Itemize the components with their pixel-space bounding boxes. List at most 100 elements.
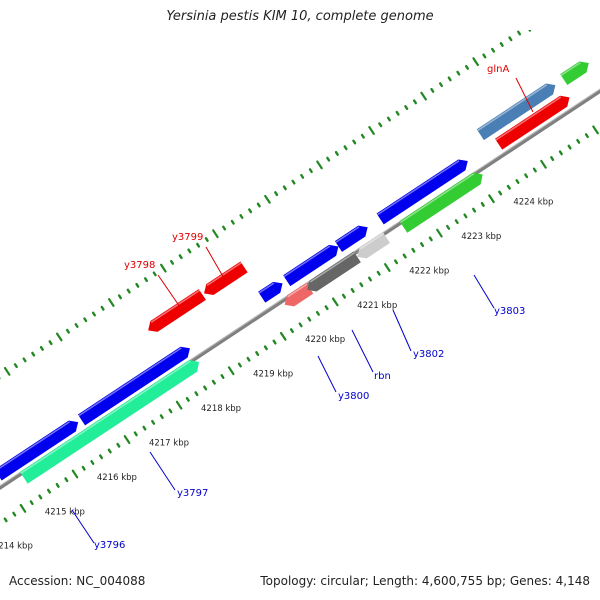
scale-tick bbox=[402, 253, 407, 259]
scale-tick bbox=[567, 144, 572, 150]
scale-tick bbox=[117, 294, 122, 300]
scale-tick bbox=[324, 305, 329, 311]
scale-tick bbox=[576, 138, 581, 144]
scale-tick bbox=[447, 76, 452, 82]
gene-y3796-forward bbox=[0, 420, 79, 481]
scale-tick bbox=[428, 236, 433, 242]
scale-tick bbox=[151, 419, 156, 425]
scale-tick bbox=[506, 184, 511, 190]
gene-y3802-shine bbox=[359, 232, 385, 250]
scale-tick bbox=[553, 9, 555, 12]
scale-tick bbox=[326, 156, 331, 162]
scale-tick bbox=[446, 224, 451, 230]
gene-rbn-shine bbox=[309, 252, 355, 283]
scale-tick bbox=[55, 332, 63, 342]
scale-tick bbox=[420, 91, 427, 101]
gene-pink-feature bbox=[284, 282, 314, 307]
scale-tick bbox=[46, 488, 52, 494]
scale-tick bbox=[298, 322, 303, 328]
scale-tick bbox=[472, 57, 479, 67]
scale-tick bbox=[135, 282, 140, 288]
gene-glnA bbox=[495, 95, 570, 150]
scale-tick bbox=[152, 271, 157, 277]
gene-y3797-forward bbox=[77, 346, 190, 426]
scale-tick bbox=[160, 263, 167, 273]
gene-forward-short-shine bbox=[335, 226, 360, 243]
gene-rbn bbox=[307, 251, 361, 292]
scale-tick bbox=[307, 316, 312, 322]
gene-forward-mid bbox=[283, 244, 339, 287]
scale-tick bbox=[256, 202, 261, 208]
gene-label: y3798 bbox=[124, 260, 155, 271]
gene-y3798-reverse bbox=[148, 289, 206, 332]
scale-tick bbox=[237, 362, 242, 368]
scale-tick bbox=[107, 448, 112, 454]
tick-label: 4220 kbp bbox=[305, 335, 345, 345]
scale-tick bbox=[239, 214, 244, 219]
scale-tick bbox=[12, 511, 17, 517]
scale-tick bbox=[123, 435, 131, 444]
scale-tick bbox=[454, 219, 459, 225]
tick-labels: 4214 kbp 4215 kbp 4216 kbp 4217 kbp 4218 kbp… bbox=[0, 198, 553, 552]
gene-label: y3802 bbox=[413, 349, 444, 360]
tick-label: 4216 kbp bbox=[97, 473, 137, 483]
scale-tick bbox=[279, 331, 287, 341]
scale-tick bbox=[558, 150, 563, 156]
scale-tick bbox=[517, 30, 522, 36]
scale-tick bbox=[90, 460, 95, 465]
scale-tick bbox=[386, 116, 391, 122]
scale-tick bbox=[39, 345, 44, 351]
scale-tick bbox=[31, 351, 36, 357]
gene-green-edge-shine bbox=[560, 62, 581, 77]
scale-tick bbox=[562, 3, 564, 6]
scale-tick bbox=[341, 293, 346, 299]
scale-tick bbox=[91, 311, 96, 317]
leader-line bbox=[149, 451, 176, 491]
scale-tick bbox=[550, 156, 555, 161]
scale-tick bbox=[196, 242, 201, 248]
scale-tick bbox=[488, 194, 495, 204]
scale-tick bbox=[29, 500, 34, 506]
scale-tick bbox=[38, 494, 43, 500]
gene-label: y3799 bbox=[172, 232, 203, 243]
gene-label: rbn bbox=[374, 371, 391, 382]
leader-line bbox=[515, 77, 534, 113]
gene-forward-long bbox=[376, 159, 468, 225]
scale-tick bbox=[352, 139, 357, 145]
gene-y3798-reverse-shine bbox=[150, 289, 201, 323]
gene-forward-small bbox=[258, 281, 283, 303]
scale-tick bbox=[274, 191, 279, 197]
scale-tick bbox=[436, 228, 443, 238]
scale-tick bbox=[74, 323, 79, 328]
leader-line bbox=[205, 246, 226, 281]
scale-tick bbox=[544, 15, 546, 18]
scale-tick bbox=[48, 340, 53, 346]
scale-tick bbox=[515, 179, 520, 184]
gene-y3803 bbox=[399, 172, 483, 233]
gene-pink-feature-shine bbox=[287, 283, 308, 298]
scale-tick bbox=[350, 287, 355, 293]
tick-label: 4219 kbp bbox=[253, 370, 293, 380]
tick-label: 4217 kbp bbox=[149, 438, 189, 448]
scale-tick bbox=[378, 122, 383, 128]
scale-tick bbox=[3, 366, 11, 376]
gene-teal-feature bbox=[19, 360, 200, 484]
scale-tick bbox=[83, 317, 88, 323]
scale-tick bbox=[99, 454, 104, 460]
scale-tick bbox=[463, 213, 468, 219]
leader-line bbox=[71, 509, 95, 544]
scale-tick bbox=[222, 225, 227, 231]
scale-tick bbox=[438, 82, 444, 88]
scale-tick bbox=[13, 363, 18, 369]
scale-tick bbox=[227, 366, 235, 376]
tick-label: 4222 kbp bbox=[409, 266, 449, 276]
scale-tick bbox=[359, 282, 364, 288]
scale-tick bbox=[168, 408, 173, 414]
scale-tick bbox=[71, 469, 79, 479]
scale-tick bbox=[282, 185, 287, 191]
scale-tick bbox=[263, 345, 268, 351]
gene-teal-feature-shine bbox=[20, 360, 191, 474]
scale-tick bbox=[584, 133, 589, 139]
scale-tick bbox=[170, 259, 175, 265]
scale-tick bbox=[204, 237, 209, 242]
